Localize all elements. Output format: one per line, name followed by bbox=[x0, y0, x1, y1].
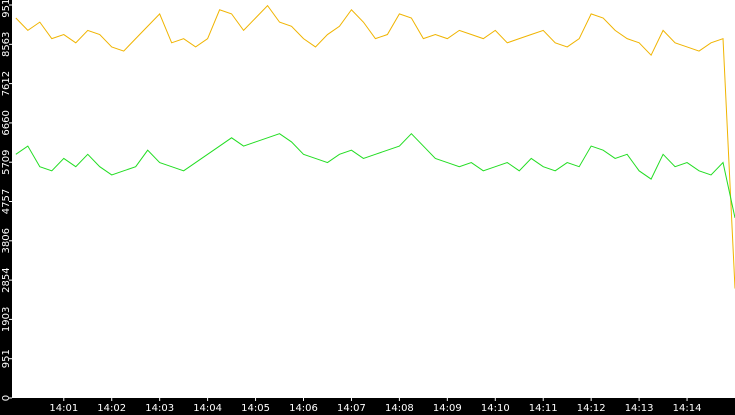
plot-area bbox=[12, 0, 735, 398]
y-tick-label: 951 bbox=[1, 349, 12, 368]
x-tick-label: 14:12 bbox=[577, 403, 606, 414]
x-tick-label: 14:14 bbox=[673, 403, 702, 414]
x-tick-label: 14:01 bbox=[49, 403, 78, 414]
x-tick-label: 14:13 bbox=[625, 403, 654, 414]
y-tick-label: 5709 bbox=[1, 149, 12, 174]
x-tick-label: 14:09 bbox=[433, 403, 462, 414]
y-tick-label: 4757 bbox=[1, 189, 12, 214]
y-tick-label: 6660 bbox=[1, 110, 12, 135]
y-tick-label: 8563 bbox=[1, 32, 12, 57]
series-line bbox=[15, 132, 735, 219]
y-tick-label: 7612 bbox=[1, 71, 12, 96]
x-tick-label: 14:07 bbox=[337, 403, 366, 414]
x-tick-label: 14:10 bbox=[481, 403, 510, 414]
y-tick-label: 0 bbox=[1, 395, 12, 401]
x-tick-label: 14:04 bbox=[193, 403, 222, 414]
x-tick-label: 14:06 bbox=[289, 403, 318, 414]
x-tick-label: 14:11 bbox=[529, 403, 558, 414]
x-tick-label: 14:03 bbox=[145, 403, 174, 414]
y-tick-label: 3806 bbox=[1, 228, 12, 253]
y-tick-label: 2854 bbox=[1, 267, 12, 292]
series-line bbox=[15, 4, 735, 289]
x-tick-label: 14:02 bbox=[97, 403, 126, 414]
x-tick-label: 14:08 bbox=[385, 403, 414, 414]
x-tick-label: 14:05 bbox=[241, 403, 270, 414]
y-tick-label: 1903 bbox=[1, 307, 12, 332]
y-tick-label: 9515 bbox=[1, 0, 12, 18]
